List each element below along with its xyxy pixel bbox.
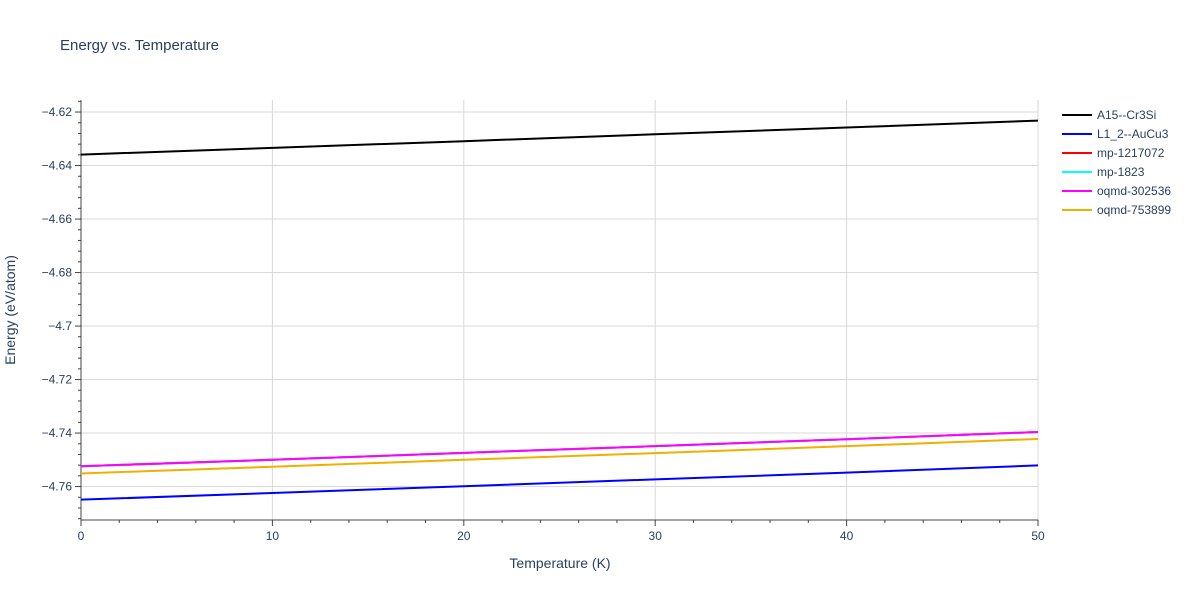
tick-labels: 0 10 20 30 40 50 −4.62 −4.64 −4.66 −4.68 −4.7 −4.72…	[42, 105, 1045, 543]
legend-item-mp-1217072[interactable]: mp-1217072	[1062, 146, 1165, 160]
series-line-oqmd-753899[interactable]	[80, 437, 1039, 475]
y-tick-label: −4.7	[48, 319, 72, 333]
legend-label: mp-1823	[1097, 165, 1145, 179]
legend-label: oqmd-753899	[1097, 203, 1171, 217]
y-tick-label: −4.68	[42, 266, 73, 280]
y-axis-label: Energy (eV/atom)	[2, 255, 18, 365]
x-tick-label: 50	[1031, 529, 1045, 543]
series-line-L1_2--AuCu3[interactable]	[80, 464, 1039, 501]
x-tick-label: 10	[266, 529, 280, 543]
series-line-A15--Cr3Si[interactable]	[80, 119, 1039, 156]
legend-label: L1_2--AuCu3	[1097, 127, 1169, 141]
x-tick-label: 40	[840, 529, 854, 543]
legend-item-mp-1823[interactable]: mp-1823	[1062, 165, 1145, 179]
axes	[75, 100, 1039, 526]
legend[interactable]: A15--Cr3Si L1_2--AuCu3 mp-1217072 mp-1823 oq…	[1062, 108, 1171, 217]
y-tick-label: −4.74	[42, 426, 73, 440]
x-axis-label: Temperature (K)	[509, 555, 610, 571]
legend-label: A15--Cr3Si	[1097, 108, 1156, 122]
x-tick-label: 20	[457, 529, 471, 543]
x-tick-label: 0	[78, 529, 85, 543]
legend-label: oqmd-302536	[1097, 184, 1171, 198]
series-line-oqmd-302536[interactable]	[80, 430, 1039, 468]
y-tick-label: −4.66	[42, 212, 73, 226]
legend-item-L1_2--AuCu3[interactable]: L1_2--AuCu3	[1062, 127, 1169, 141]
grid	[81, 100, 1039, 520]
plot-area	[80, 119, 1039, 501]
y-tick-label: −4.64	[42, 159, 73, 173]
y-tick-label: −4.76	[42, 480, 73, 494]
legend-item-oqmd-302536[interactable]: oqmd-302536	[1062, 184, 1171, 198]
legend-label: mp-1217072	[1097, 146, 1165, 160]
y-tick-label: −4.72	[42, 373, 73, 387]
x-tick-label: 30	[649, 529, 663, 543]
legend-item-A15--Cr3Si[interactable]: A15--Cr3Si	[1062, 108, 1156, 122]
legend-item-oqmd-753899[interactable]: oqmd-753899	[1062, 203, 1171, 217]
y-tick-label: −4.62	[42, 105, 73, 119]
chart-title: Energy vs. Temperature	[60, 37, 219, 54]
